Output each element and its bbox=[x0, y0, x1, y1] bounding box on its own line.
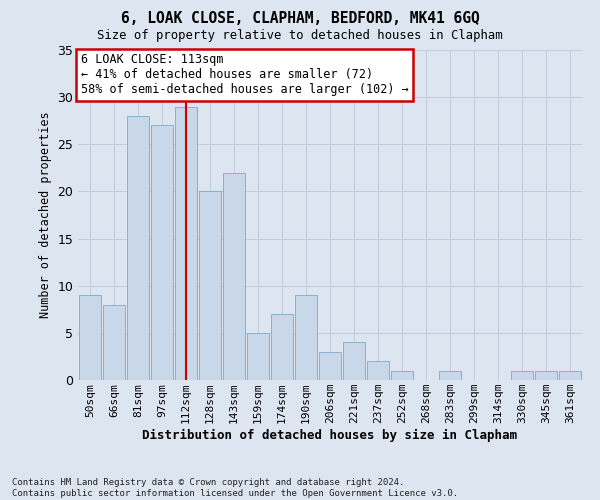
Bar bbox=[151, 126, 173, 380]
Text: Contains HM Land Registry data © Crown copyright and database right 2024.
Contai: Contains HM Land Registry data © Crown c… bbox=[12, 478, 458, 498]
Bar bbox=[175, 106, 197, 380]
X-axis label: Distribution of detached houses by size in Clapham: Distribution of detached houses by size … bbox=[143, 429, 517, 442]
Bar bbox=[223, 172, 245, 380]
Text: Size of property relative to detached houses in Clapham: Size of property relative to detached ho… bbox=[97, 29, 503, 42]
Bar bbox=[247, 333, 269, 380]
Bar bbox=[343, 342, 365, 380]
Bar bbox=[127, 116, 149, 380]
Text: 6 LOAK CLOSE: 113sqm
← 41% of detached houses are smaller (72)
58% of semi-detac: 6 LOAK CLOSE: 113sqm ← 41% of detached h… bbox=[80, 54, 408, 96]
Bar bbox=[511, 370, 533, 380]
Bar bbox=[559, 370, 581, 380]
Bar bbox=[439, 370, 461, 380]
Bar bbox=[103, 304, 125, 380]
Bar bbox=[271, 314, 293, 380]
Bar bbox=[295, 295, 317, 380]
Y-axis label: Number of detached properties: Number of detached properties bbox=[39, 112, 52, 318]
Text: 6, LOAK CLOSE, CLAPHAM, BEDFORD, MK41 6GQ: 6, LOAK CLOSE, CLAPHAM, BEDFORD, MK41 6G… bbox=[121, 11, 479, 26]
Bar bbox=[319, 352, 341, 380]
Bar bbox=[199, 192, 221, 380]
Bar bbox=[367, 361, 389, 380]
Bar bbox=[79, 295, 101, 380]
Bar bbox=[391, 370, 413, 380]
Bar bbox=[535, 370, 557, 380]
